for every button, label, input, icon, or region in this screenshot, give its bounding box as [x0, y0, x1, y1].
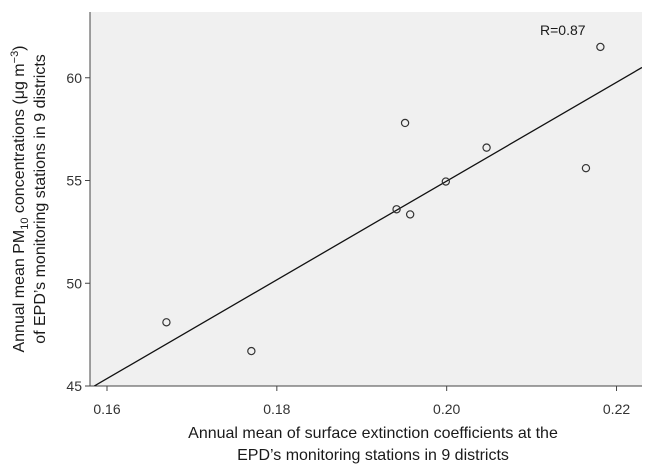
x-axis-label-line-2: EPD’s monitoring stations in 9 districts [237, 447, 509, 464]
correlation-annotation: R=0.87 [540, 22, 586, 38]
plot-area [90, 12, 642, 386]
x-tick-label: 0.22 [603, 401, 630, 417]
y-tick-label: 45 [66, 378, 82, 394]
x-tick-label: 0.16 [93, 401, 120, 417]
data-point [392, 205, 401, 214]
x-tick-label: 0.18 [263, 401, 290, 417]
data-point [405, 210, 415, 219]
data-point [596, 42, 605, 52]
y-tick-label: 55 [66, 173, 82, 189]
fit-line [93, 66, 642, 386]
x-axis-label-line-1: Annual mean of surface extinction coeffi… [188, 425, 558, 442]
data-point [247, 346, 256, 356]
y-axis-label: Annual mean PM10 concentrations (μg m−3)… [9, 45, 49, 352]
data-point [441, 177, 451, 186]
data-point [482, 143, 491, 152]
y-axis-label-line-1: Annual mean PM10 concentrations (μg m−3) [9, 45, 31, 352]
y-axis-label-line-2: of EPD’s monitoring stations in 9 distri… [32, 54, 49, 344]
data-point [162, 318, 171, 327]
y-tick-label: 60 [66, 70, 82, 86]
chart-marks: 0.16 0.18 0.20 0.22 45 50 55 60 [66, 12, 642, 417]
data-point [400, 118, 410, 128]
x-tick-label: 0.20 [433, 401, 460, 417]
y-tick-label: 50 [66, 275, 82, 291]
data-point [581, 163, 591, 173]
